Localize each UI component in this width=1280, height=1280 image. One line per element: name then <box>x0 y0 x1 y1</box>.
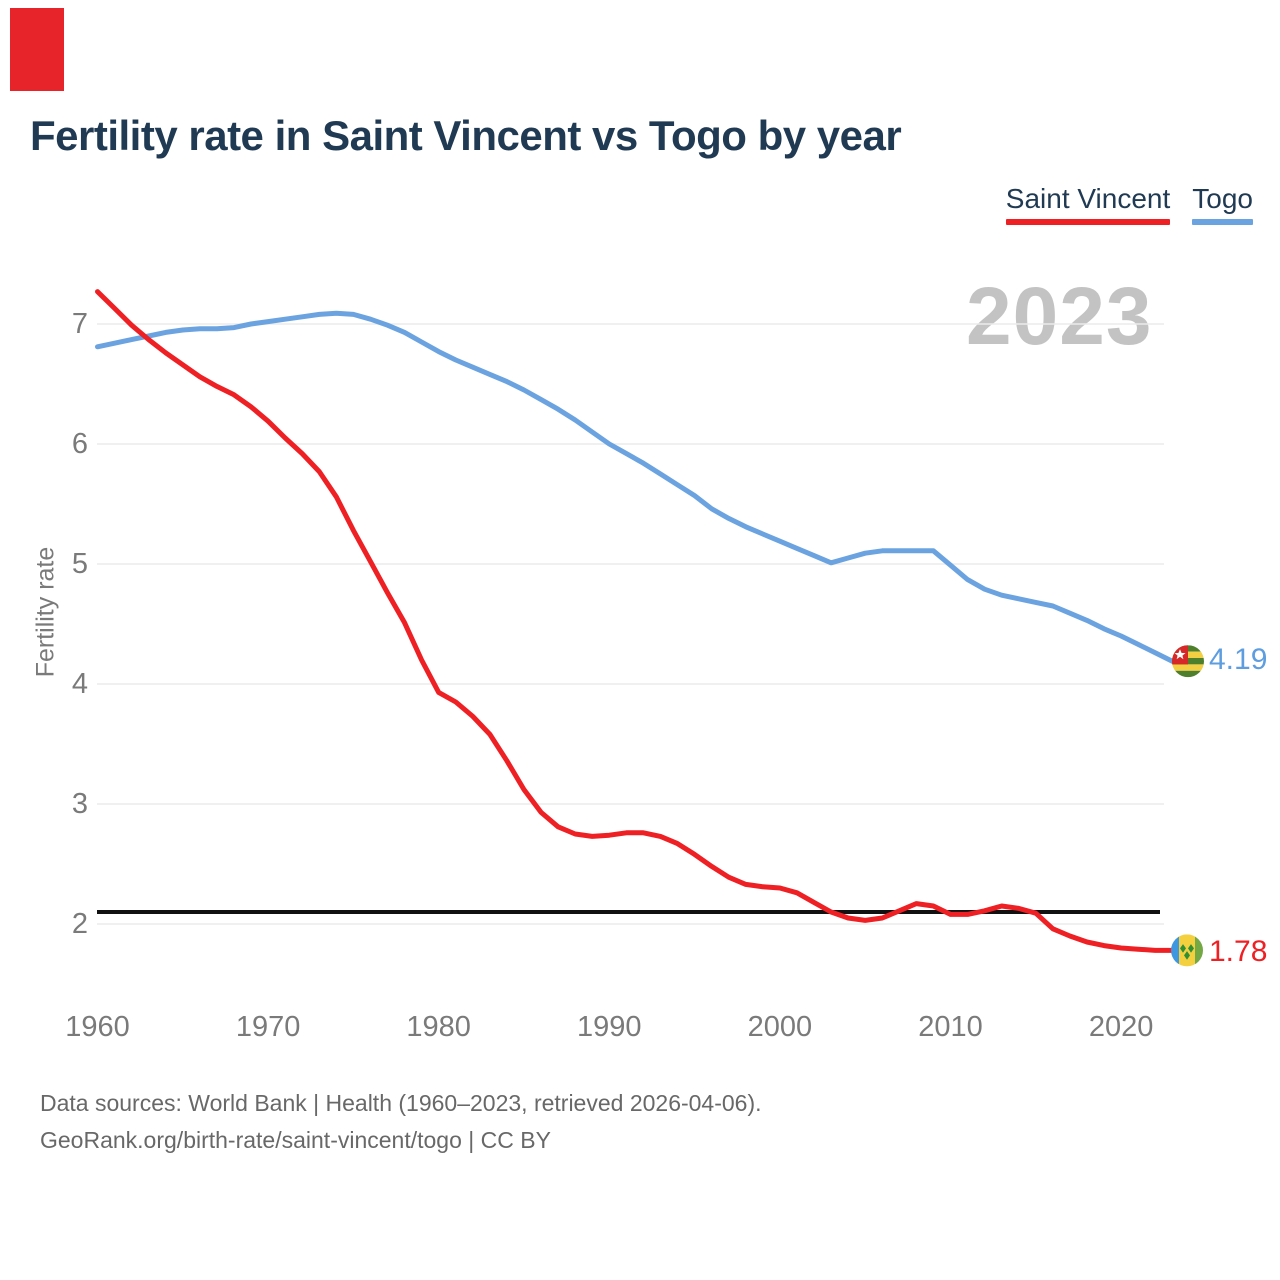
y-tick-label: 5 <box>71 548 88 580</box>
togo-flag-icon <box>1172 645 1204 678</box>
page-title: Fertility rate in Saint Vincent vs Togo … <box>30 112 902 159</box>
x-tick-label: 2000 <box>747 1011 813 1043</box>
x-tick-label: 1960 <box>65 1011 130 1043</box>
togo-end-value: 4.19 <box>1209 643 1268 676</box>
y-tick-label: 2 <box>71 908 88 940</box>
x-tick-label: 1990 <box>577 1011 642 1043</box>
saint-vincent-flag-icon <box>1171 934 1203 967</box>
watermark-year: 2023 <box>966 271 1153 362</box>
saint-vincent-line <box>95 289 1175 953</box>
data-source-note: Data sources: World Bank | Health (1960–… <box>40 1090 762 1116</box>
saint-vincent-end-value: 1.78 <box>1209 935 1268 968</box>
legend-item-togo[interactable]: Togo <box>1192 183 1253 225</box>
legend-label-saint-vincent: Saint Vincent <box>1005 183 1171 214</box>
attribution-link[interactable]: GeoRank.org/birth-rate/saint-vincent/tog… <box>40 1127 551 1153</box>
y-tick-label: 7 <box>71 308 88 340</box>
x-tick-label: 2010 <box>918 1011 983 1043</box>
legend: Saint Vincent Togo <box>1005 183 1253 225</box>
togo-line <box>95 310 1175 664</box>
y-tick-label: 4 <box>71 668 88 700</box>
legend-underline-togo <box>1192 219 1253 225</box>
corner-marker <box>10 8 64 91</box>
legend-label-togo: Togo <box>1192 183 1253 214</box>
y-tick-label: 6 <box>71 428 88 460</box>
x-tick-label: 1970 <box>235 1011 301 1043</box>
y-tick-label: 3 <box>71 788 88 820</box>
legend-underline-saint-vincent <box>1005 219 1171 225</box>
x-tick-label: 1980 <box>406 1011 471 1043</box>
x-tick-label: 2020 <box>1088 1011 1154 1043</box>
legend-item-saint-vincent[interactable]: Saint Vincent <box>1005 183 1171 225</box>
